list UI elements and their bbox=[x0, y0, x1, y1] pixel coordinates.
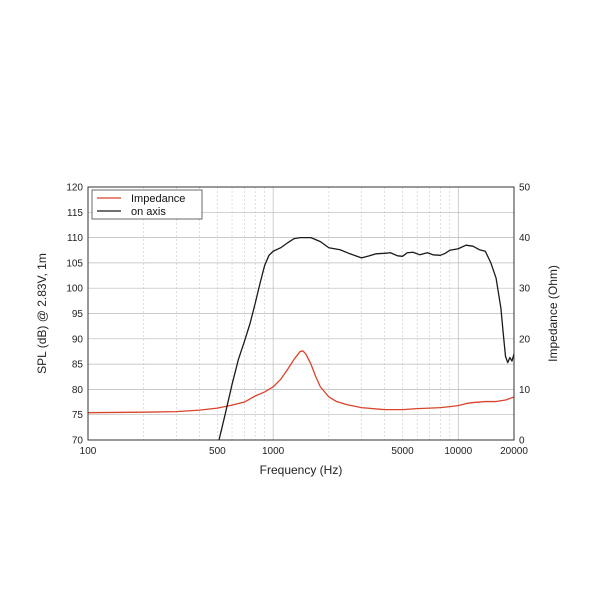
y-right-tick-label: 10 bbox=[519, 385, 531, 396]
y-left-tick-label: 120 bbox=[66, 183, 83, 194]
tick-labels: 100 500 1000 5000 10000 200007075808590951001… bbox=[66, 183, 530, 458]
x-tick-label: 5000 bbox=[391, 446, 414, 457]
legend-label-on-axis: on axis bbox=[131, 206, 166, 218]
series-line-on-axis bbox=[218, 236, 514, 440]
x-tick-label: 500 bbox=[209, 446, 226, 457]
y-right-tick-label: 30 bbox=[519, 284, 531, 295]
y-right-tick-label: 50 bbox=[519, 183, 531, 194]
plot-frame bbox=[87, 186, 515, 441]
y-right-tick-label: 0 bbox=[519, 436, 525, 447]
x-tick-label: 10000 bbox=[444, 446, 472, 457]
y-left-tick-label: 95 bbox=[72, 309, 84, 320]
y-left-tick-label: 100 bbox=[66, 284, 83, 295]
x-tick-label: 100 bbox=[80, 446, 97, 457]
y-left-tick-label: 70 bbox=[72, 436, 84, 447]
y-right-tick-label: 40 bbox=[519, 233, 531, 244]
y-left-tick-label: 80 bbox=[72, 385, 84, 396]
series-line-impedance bbox=[88, 350, 514, 414]
y-axis-left-title: SPL (dB) @ 2.83V, 1m bbox=[35, 253, 49, 374]
y-left-tick-label: 110 bbox=[67, 233, 83, 244]
y-left-tick-label: 105 bbox=[66, 258, 83, 269]
y-axis-right-title: Impedance (Ohm) bbox=[546, 265, 560, 362]
legend-box bbox=[91, 189, 203, 220]
y-left-tick-label: 75 bbox=[72, 410, 84, 421]
legend-label-impedance: Impedance bbox=[131, 193, 185, 205]
x-axis-title: Frequency (Hz) bbox=[260, 463, 343, 477]
y-left-tick-label: 90 bbox=[72, 334, 84, 345]
y-left-tick-label: 85 bbox=[72, 360, 84, 371]
series-layer bbox=[88, 236, 514, 440]
y-left-tick-label: 115 bbox=[67, 208, 83, 219]
x-tick-label: 1000 bbox=[262, 446, 285, 457]
y-right-tick-label: 20 bbox=[519, 334, 531, 345]
grid bbox=[88, 187, 514, 440]
x-tick-label: 20000 bbox=[500, 446, 528, 457]
legend: Impedance on axis bbox=[91, 189, 203, 220]
